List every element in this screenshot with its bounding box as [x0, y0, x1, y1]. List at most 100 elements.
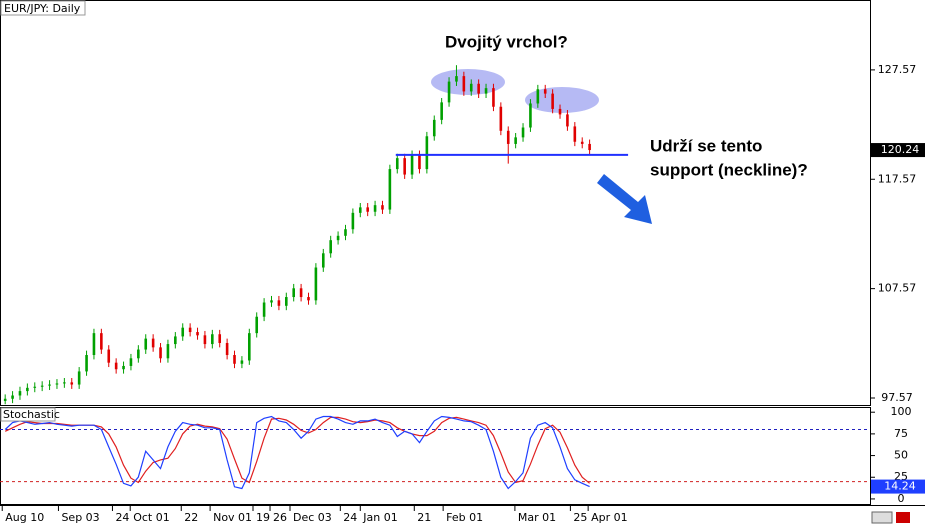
candle-body	[566, 114, 569, 127]
candle-body	[18, 391, 22, 396]
candle-body	[181, 327, 185, 337]
x-tick-label: 24	[115, 511, 129, 524]
x-tick-label: Feb 01	[446, 511, 483, 524]
candle-body	[11, 395, 14, 399]
stochastic-marker	[871, 479, 925, 494]
candle-body	[558, 108, 562, 115]
candle-body	[418, 154, 421, 170]
x-tick-label: Nov 01	[213, 511, 252, 524]
candle-body	[70, 382, 74, 385]
candle-body	[129, 358, 133, 366]
candle-body	[240, 360, 244, 364]
candle-body	[329, 240, 332, 254]
y-tick-label: 107.57	[878, 282, 917, 295]
marks: 97.57 107.57 117.57 127.57 0 25 50 75 100 Aug 10 S…	[0, 63, 925, 524]
candle-body	[381, 205, 384, 210]
candle-body	[151, 338, 155, 348]
x-tick-label: Oct 01	[133, 511, 170, 524]
stochastic-k-line	[4, 415, 590, 490]
y-tick-label: 97.57	[881, 391, 913, 404]
candle-body	[484, 88, 488, 94]
candle-body	[344, 229, 347, 236]
candle-body	[225, 342, 229, 356]
x-tick-label: Dec 03	[293, 511, 332, 524]
candle-body	[543, 89, 547, 94]
candle-body	[77, 371, 81, 385]
candle-body	[462, 76, 466, 92]
candle-body	[447, 81, 451, 103]
candle-body	[255, 316, 259, 334]
close-icon[interactable]	[896, 512, 910, 523]
y-tick-label: 127.57	[878, 63, 917, 76]
candle-body	[55, 383, 59, 385]
candle-body	[580, 141, 584, 144]
y-tick-label: 50	[894, 449, 908, 462]
candle-body	[233, 355, 236, 364]
candle-body	[114, 362, 118, 370]
candle-body	[314, 267, 318, 301]
annotation: support (neckline)?	[650, 160, 808, 179]
candle-body	[292, 288, 295, 298]
candle-body	[40, 385, 44, 387]
candle-body	[425, 136, 429, 170]
candle-body	[85, 355, 88, 372]
x-tick-label: Mar 01	[518, 511, 556, 524]
candle-body	[551, 93, 554, 109]
price-panel	[0, 0, 871, 406]
candle-body	[270, 300, 273, 303]
x-tick-label: Aug 10	[5, 511, 44, 524]
annotation: Udrží se tento	[650, 136, 762, 155]
chart-title: EUR/JPY: Daily	[4, 2, 81, 15]
x-tick-label: Jan 01	[362, 511, 397, 524]
candle-body	[373, 205, 377, 212]
candle-body	[499, 106, 503, 131]
candle-body	[395, 158, 399, 170]
candle-body	[307, 297, 310, 301]
y-tick-label: 0	[898, 492, 905, 505]
candle-body	[3, 398, 7, 401]
candle-body	[159, 347, 162, 359]
x-tick-label: 21	[417, 511, 431, 524]
candle-body	[388, 169, 392, 210]
y-tick-label: 117.57	[878, 172, 917, 185]
top-highlight	[525, 87, 599, 113]
candle-body	[277, 300, 281, 306]
candle-body	[506, 130, 510, 144]
candle-body	[100, 333, 103, 350]
candle-body	[63, 382, 66, 384]
x-tick-label: 26	[273, 511, 287, 524]
candle-body	[358, 207, 362, 213]
x-tick-label: 19	[256, 511, 270, 524]
candle-body	[521, 127, 525, 138]
candle-body	[529, 103, 532, 128]
candle-body	[469, 83, 473, 92]
candle-body	[299, 288, 303, 298]
candle-body	[514, 137, 517, 144]
candle-body	[203, 335, 207, 345]
stochastic-title-box	[0, 407, 56, 422]
candle-body	[536, 89, 540, 104]
candle-body	[188, 327, 192, 333]
candle-body	[492, 88, 495, 107]
price-marker-label: 120.24	[881, 143, 920, 156]
candle-body	[477, 83, 480, 94]
candle-body	[174, 336, 177, 345]
candle-body	[403, 158, 406, 175]
candle-body	[321, 253, 325, 268]
candle-body	[410, 154, 414, 175]
candle-body	[48, 384, 51, 386]
scroll-icon[interactable]	[871, 511, 893, 524]
candle-body	[285, 297, 288, 306]
candle-body	[262, 302, 266, 317]
x-tick-label: Apr 01	[591, 511, 628, 524]
candle-body	[440, 102, 443, 120]
y-tick-label: 75	[894, 427, 908, 440]
title-box	[0, 0, 86, 16]
candle-body	[455, 76, 458, 82]
x-tick-label: 24	[343, 511, 357, 524]
annotation: Dvojitý vrchol?	[445, 32, 568, 51]
candle-body	[432, 119, 436, 137]
candle-body	[166, 344, 170, 359]
candle-body	[33, 386, 37, 388]
